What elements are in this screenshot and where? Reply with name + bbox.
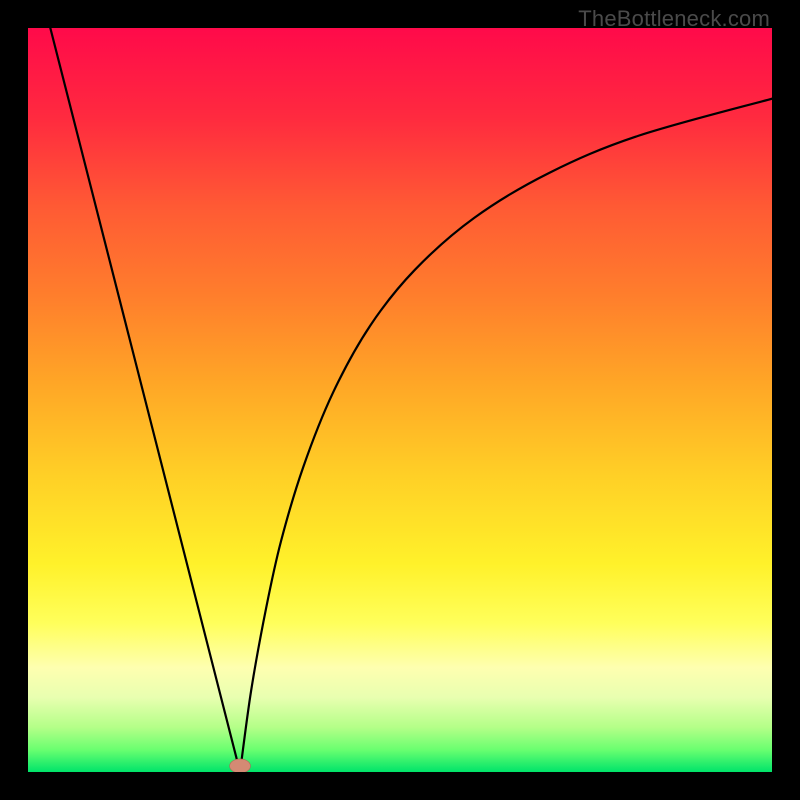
plot-area xyxy=(28,28,772,772)
chart-svg xyxy=(28,28,772,772)
watermark-label: TheBottleneck.com xyxy=(578,6,770,32)
bottleneck-chart: TheBottleneck.com xyxy=(0,0,800,800)
gradient-background xyxy=(28,28,772,772)
optimal-point-marker xyxy=(230,759,251,772)
